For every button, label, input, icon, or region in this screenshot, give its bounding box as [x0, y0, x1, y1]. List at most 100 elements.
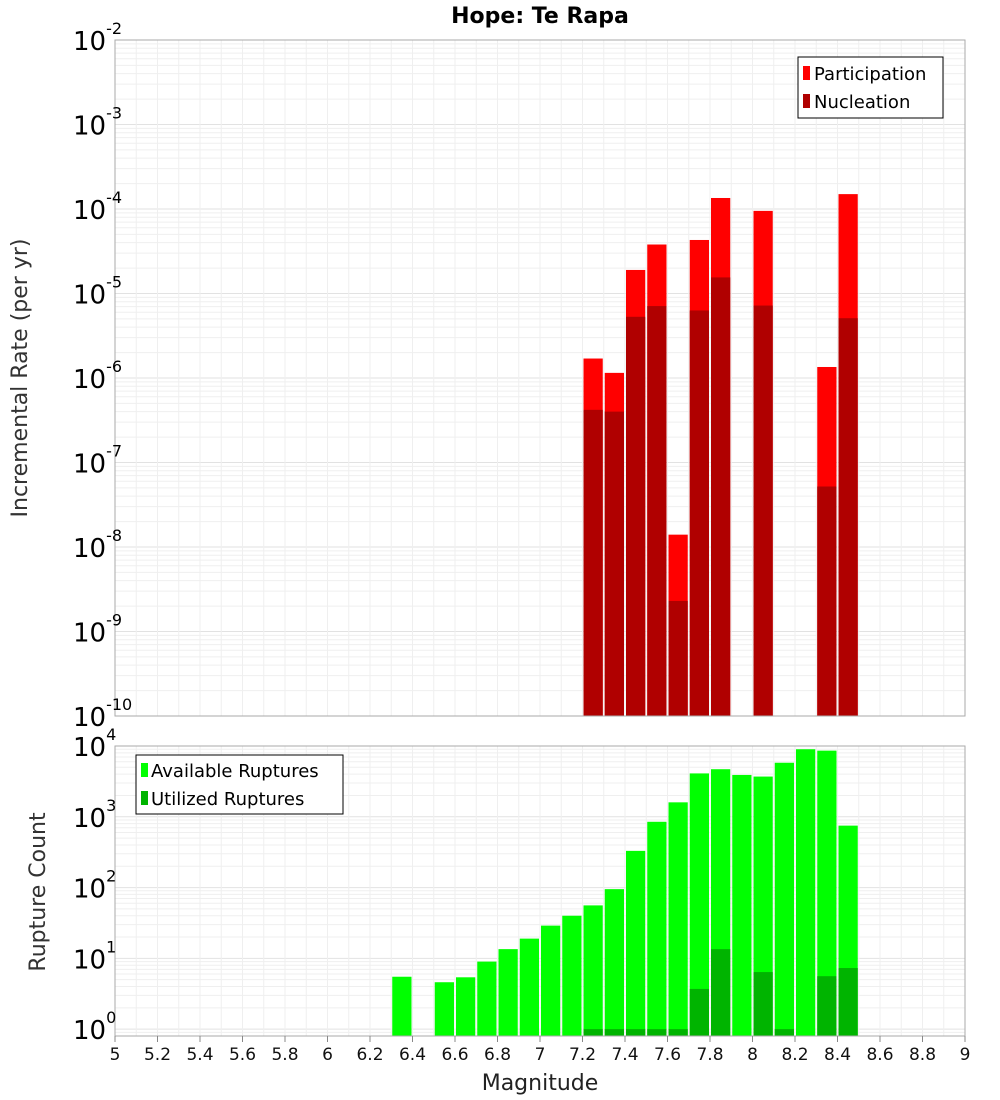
- x-axis-label: Magnitude: [482, 1071, 599, 1096]
- x-tick-label: 6: [322, 1045, 333, 1065]
- rate-bar-b: [583, 409, 603, 716]
- chart-title: Hope: Te Rapa: [451, 4, 629, 29]
- rate-bar-b: [753, 305, 773, 716]
- legend-label-utilized: Utilized Ruptures: [151, 789, 304, 810]
- top-y-tick-label: 10-5: [73, 273, 122, 311]
- rate-bar-b: [838, 318, 858, 716]
- count-bar-a: [647, 821, 667, 1036]
- bottom-y-tick-label: 101: [73, 937, 116, 975]
- bottom-legend: Available Ruptures Utilized Ruptures: [135, 754, 344, 815]
- top-y-axis-label: Incremental Rate (per yr): [8, 239, 33, 518]
- count-bar-b: [817, 976, 837, 1036]
- x-tick-label: 8.2: [781, 1045, 808, 1065]
- x-tick-label: 6.8: [484, 1045, 511, 1065]
- count-bar-a: [541, 925, 561, 1036]
- x-tick-label: 5.4: [186, 1045, 213, 1065]
- count-bar-b: [647, 1029, 667, 1036]
- top-legend: Participation Nucleation: [797, 56, 944, 119]
- count-bar-a: [583, 905, 603, 1036]
- x-tick-label: 8: [747, 1045, 758, 1065]
- count-bar-a: [562, 915, 582, 1036]
- count-bar-a: [753, 776, 773, 1036]
- top-y-tick-label: 10-9: [73, 611, 122, 649]
- bottom-plot: 100 101 102 103 104 5 5.2 5.4 5.6 5.8 6 6.2 6.4 6.6 6…: [26, 725, 970, 1096]
- count-bar-b: [604, 1029, 624, 1036]
- top-y-tick-label: 10-2: [73, 19, 122, 57]
- bottom-legend-box: [135, 754, 344, 815]
- x-tick-label: 5.2: [144, 1045, 171, 1065]
- x-tick-label: 7.6: [654, 1045, 681, 1065]
- count-bar-b: [711, 949, 731, 1036]
- count-bar-a: [519, 938, 539, 1036]
- rate-bar-b: [626, 316, 646, 716]
- legend-swatch-nucleation: [803, 94, 810, 108]
- count-bar-a: [689, 773, 709, 1036]
- rate-bar-b: [711, 277, 731, 716]
- count-bar-b: [626, 1029, 646, 1036]
- legend-swatch-participation: [803, 66, 810, 80]
- x-tick-label: 5.6: [229, 1045, 256, 1065]
- count-bar-b: [774, 1029, 794, 1036]
- legend-label-nucleation: Nucleation: [814, 92, 910, 113]
- rate-bar-b: [647, 306, 667, 716]
- x-tick-label: 5: [110, 1045, 121, 1065]
- top-y-ticks: 10-10 10-9 10-8 10-7 10-6 10-5 10-4 10-3 10-2: [73, 19, 132, 733]
- count-bar-b: [838, 968, 858, 1036]
- bottom-y-tick-label: 103: [73, 796, 116, 834]
- x-tick-label: 7.8: [696, 1045, 723, 1065]
- x-tick-label: 8.4: [824, 1045, 851, 1065]
- top-y-tick-label: 10-7: [73, 442, 122, 480]
- top-plot: 10-10 10-9 10-8 10-7 10-6 10-5 10-4 10-3 10-2 In…: [8, 19, 966, 733]
- bottom-y-ticks: 100 101 102 103 104: [73, 725, 116, 1046]
- x-tick-label: 9: [960, 1045, 971, 1065]
- top-y-tick-label: 10-4: [73, 188, 122, 226]
- count-bar-b: [753, 972, 773, 1036]
- x-tick-label: 7.4: [611, 1045, 638, 1065]
- x-tick-label: 8.6: [866, 1045, 893, 1065]
- count-bar-a: [626, 850, 646, 1036]
- legend-swatch-utilized: [141, 791, 148, 805]
- count-bar-a: [796, 749, 816, 1036]
- legend-swatch-available: [141, 763, 148, 777]
- x-tick-label: 7.2: [569, 1045, 596, 1065]
- top-bars: [583, 194, 858, 716]
- count-bar-a: [477, 961, 497, 1036]
- bottom-y-tick-label: 100: [73, 1008, 116, 1046]
- x-tick-label: 8.8: [909, 1045, 936, 1065]
- count-bar-a: [732, 774, 752, 1036]
- top-legend-box: [797, 56, 944, 119]
- rate-bar-b: [668, 600, 688, 716]
- count-bar-b: [668, 1029, 688, 1036]
- rate-bar-b: [604, 411, 624, 716]
- x-tick-label: 7: [535, 1045, 546, 1065]
- x-tick-label: 5.8: [271, 1045, 298, 1065]
- count-bar-a: [498, 949, 518, 1036]
- count-bar-a: [434, 982, 454, 1036]
- bottom-bars: [392, 749, 858, 1036]
- count-bar-a: [668, 802, 688, 1036]
- count-bar-b: [689, 988, 709, 1036]
- count-bar-a: [774, 762, 794, 1036]
- x-tick-label: 6.2: [356, 1045, 383, 1065]
- legend-label-available: Available Ruptures: [151, 761, 319, 782]
- count-bar-a: [817, 750, 837, 1036]
- bottom-y-tick-label: 102: [73, 867, 116, 905]
- bottom-y-tick-label: 104: [73, 725, 116, 763]
- top-y-tick-label: 10-8: [73, 526, 122, 564]
- count-bar-a: [392, 976, 412, 1036]
- count-bar-a: [604, 889, 624, 1036]
- count-bar-b: [583, 1029, 603, 1036]
- top-y-tick-label: 10-10: [73, 695, 132, 733]
- x-tick-label: 6.6: [441, 1045, 468, 1065]
- bottom-x-ticks: 5 5.2 5.4 5.6 5.8 6 6.2 6.4 6.6 6.8 7 7.2 7.4 7.6 7.8 8…: [110, 1036, 971, 1065]
- bottom-y-axis-label: Rupture Count: [26, 812, 51, 972]
- top-grid: [114, 39, 966, 717]
- rate-bar-b: [689, 310, 709, 716]
- rate-bar-b: [817, 486, 837, 716]
- count-bar-a: [456, 977, 476, 1036]
- top-y-tick-label: 10-3: [73, 104, 122, 142]
- x-tick-label: 6.4: [399, 1045, 426, 1065]
- legend-label-participation: Participation: [814, 64, 926, 85]
- top-y-tick-label: 10-6: [73, 357, 122, 395]
